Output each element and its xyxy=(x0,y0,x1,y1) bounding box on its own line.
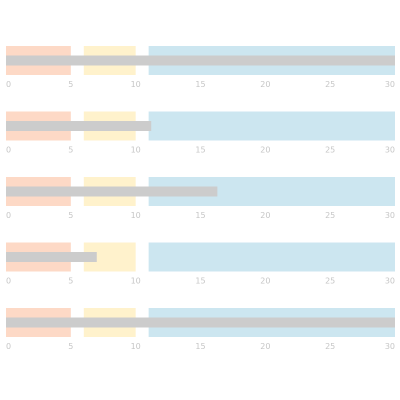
tick-label: 10 xyxy=(131,211,141,220)
measure-bar xyxy=(6,55,395,66)
tick-label: 0 xyxy=(6,146,11,155)
bullet-row-1: 0 5 10 15 20 25 30 xyxy=(6,46,395,89)
tick-label: 20 xyxy=(260,211,270,220)
tick-label: 30 xyxy=(385,211,395,220)
tick-label: 10 xyxy=(131,80,141,89)
tick-label: 25 xyxy=(325,211,335,220)
tick-label: 0 xyxy=(6,80,11,89)
measure-bar xyxy=(6,252,97,262)
bullet-row-4: 0 5 10 15 20 25 30 xyxy=(6,242,395,286)
tick-label: 5 xyxy=(68,342,73,351)
tick-label: 0 xyxy=(6,277,11,286)
tick-label: 25 xyxy=(325,146,335,155)
bullet-row-5: 0 5 10 15 20 25 30 xyxy=(6,308,395,351)
tick-label: 20 xyxy=(260,146,270,155)
tick-label: 5 xyxy=(68,277,73,286)
measure-bar xyxy=(6,186,218,197)
measure-bar xyxy=(6,317,395,328)
tick-label: 25 xyxy=(325,342,335,351)
tick-label: 15 xyxy=(195,146,205,155)
tick-label: 5 xyxy=(68,211,73,220)
tick-label: 20 xyxy=(260,80,270,89)
tick-label: 5 xyxy=(68,146,73,155)
range-band-3 xyxy=(148,111,395,141)
tick-label: 0 xyxy=(6,211,11,220)
bullet-row-2: 0 5 10 15 20 25 30 xyxy=(6,111,395,155)
tick-label: 25 xyxy=(325,80,335,89)
tick-label: 30 xyxy=(385,146,395,155)
tick-label: 30 xyxy=(385,80,395,89)
tick-label: 15 xyxy=(195,211,205,220)
tick-label: 20 xyxy=(260,342,270,351)
tick-label: 10 xyxy=(131,146,141,155)
measure-bar xyxy=(6,121,152,131)
tick-label: 20 xyxy=(260,277,270,286)
tick-label: 0 xyxy=(6,342,11,351)
tick-label: 15 xyxy=(195,342,205,351)
tick-label: 10 xyxy=(131,277,141,286)
tick-label: 5 xyxy=(68,80,73,89)
tick-label: 30 xyxy=(385,342,395,351)
tick-label: 10 xyxy=(131,342,141,351)
tick-label: 25 xyxy=(325,277,335,286)
tick-label: 30 xyxy=(385,277,395,286)
bullet-row-3: 0 5 10 15 20 25 30 xyxy=(6,177,395,220)
tick-label: 15 xyxy=(195,80,205,89)
tick-label: 15 xyxy=(195,277,205,286)
range-band-3 xyxy=(148,242,395,272)
